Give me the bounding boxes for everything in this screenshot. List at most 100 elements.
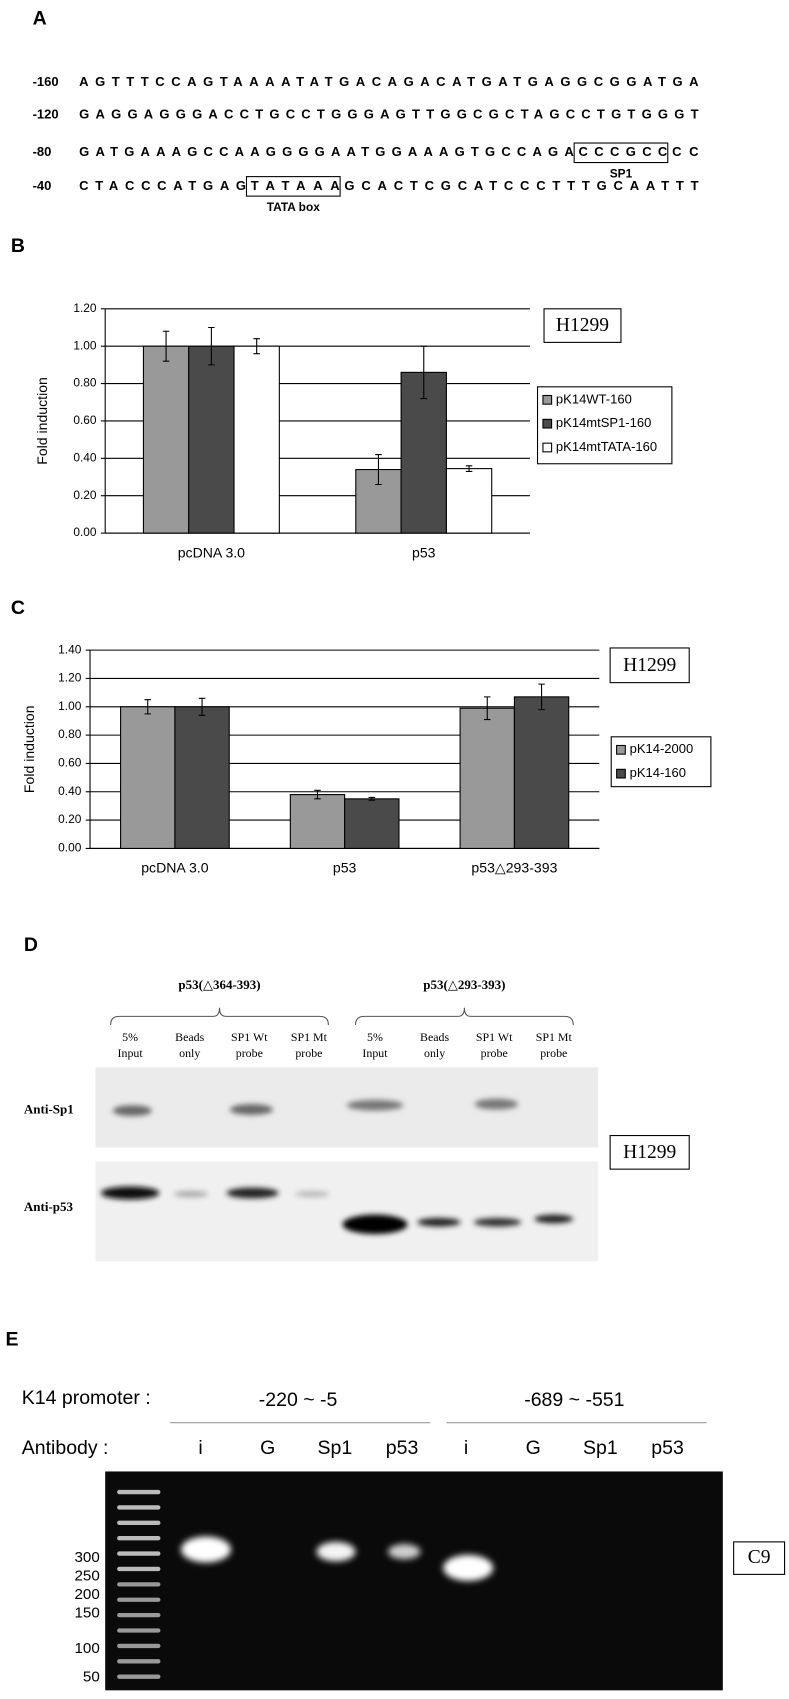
error-bar	[484, 696, 491, 721]
lane-label: i	[464, 1437, 468, 1459]
bar	[289, 794, 346, 849]
bar	[400, 371, 447, 534]
band	[173, 1190, 209, 1198]
error-bar	[375, 454, 382, 486]
region-label: -220 ~ -5	[259, 1389, 338, 1411]
error-bar	[368, 796, 376, 801]
error-bar	[253, 338, 260, 355]
x-tick-label: p53	[412, 544, 436, 560]
motif-label: SP1	[610, 167, 633, 181]
legend-swatch	[542, 394, 553, 405]
ladder-band	[117, 1536, 161, 1541]
bar	[188, 345, 235, 534]
ladder-band	[117, 1566, 161, 1572]
lane-label: SP1 Mt	[291, 1030, 328, 1044]
sequence-text: GCACTCGCATCCCTTTGCAATTT	[344, 178, 698, 193]
annotation-box	[733, 1541, 786, 1575]
motif-label: TATA box	[267, 200, 321, 214]
y-tick-label: 0.80	[58, 727, 82, 741]
lane-label: Sp1	[583, 1437, 618, 1459]
legend-label: pK14-160	[630, 765, 686, 780]
lane-label: G	[260, 1437, 275, 1459]
band	[294, 1190, 330, 1198]
ladder-band	[117, 1674, 161, 1679]
bar	[120, 706, 176, 849]
blot-bands	[100, 1098, 574, 1235]
region-label: -689 ~ -551	[524, 1389, 624, 1411]
ladder-label: 100	[74, 1640, 99, 1657]
lane-label: Input	[362, 1046, 388, 1060]
y-tick-label: 1.20	[73, 301, 97, 315]
legend-label: pK14mtTATA-160	[556, 439, 657, 454]
error-bar	[144, 699, 151, 715]
panel-label: D	[24, 934, 38, 956]
y-tick-label: 0.40	[73, 450, 97, 464]
lane-label: SP1 Wt	[476, 1030, 513, 1044]
error-bar	[198, 697, 206, 716]
group-label: p53(△293-393)	[423, 977, 505, 992]
error-bar	[208, 326, 215, 366]
y-tick-label: 0.20	[73, 488, 97, 502]
brace	[354, 1007, 574, 1026]
ladder-band	[117, 1520, 161, 1525]
y-tick-label: 1.20	[58, 671, 82, 685]
motif-box	[245, 176, 341, 197]
legend-box	[536, 386, 673, 465]
brace	[110, 1007, 329, 1026]
lane-label: probe	[540, 1046, 567, 1060]
bar	[142, 345, 190, 534]
band	[100, 1186, 160, 1200]
lane-label: Beads	[420, 1030, 449, 1044]
annotation: H1299	[623, 655, 676, 676]
legend-swatch	[542, 418, 553, 429]
x-tick-label: p53△293-393	[471, 860, 557, 876]
annotation: H1299	[623, 1142, 676, 1163]
sequence-position: -160	[33, 74, 59, 89]
bar	[233, 345, 280, 534]
row-label: Antibody :	[22, 1437, 109, 1459]
annotation-box	[609, 1135, 690, 1170]
y-tick-label: 0.60	[58, 756, 82, 770]
error-bar	[162, 330, 170, 362]
lane-label: Input	[118, 1046, 144, 1060]
sequence-position: -80	[33, 144, 52, 159]
motif-box	[573, 142, 669, 164]
bar	[459, 707, 515, 849]
ladder-label: 300	[74, 1549, 99, 1566]
band	[387, 1544, 421, 1560]
band	[474, 1098, 519, 1110]
legend-label: pK14mtSP1-160	[556, 415, 651, 430]
sequence-text: GATGAAAGCCAAGGGGAATGGAAAGTGCCAGA	[79, 144, 574, 159]
error-bar	[420, 345, 428, 400]
lane-label: p53	[651, 1437, 684, 1459]
panel-label: C	[11, 597, 25, 619]
ladder-label: 200	[74, 1586, 99, 1603]
sequence-text: TATAAA	[251, 178, 340, 193]
ladder-label: 150	[74, 1604, 99, 1621]
legend-swatch	[616, 768, 626, 779]
lane-label: SP1 Wt	[231, 1030, 268, 1044]
y-axis-label: Fold induction	[34, 377, 50, 465]
ladder-band	[117, 1612, 161, 1618]
legend-box	[610, 736, 712, 788]
lane-label: i	[198, 1437, 202, 1459]
x-tick-label: p53	[333, 860, 357, 876]
error-bar	[465, 465, 473, 472]
band	[181, 1536, 231, 1563]
group-label: p53(△364-393)	[178, 977, 260, 992]
legend-swatch	[616, 744, 626, 755]
sequence-text: GAGGAGGGACCTGCCTGGGAGTTGGCGCTAGCCTGTGGGT	[79, 106, 698, 121]
annotation-box	[543, 308, 622, 343]
blot-background	[95, 1161, 599, 1262]
band	[112, 1105, 152, 1117]
band	[443, 1554, 494, 1581]
annotation: C9	[748, 1547, 771, 1568]
sequence-position: -40	[33, 178, 52, 193]
bar	[513, 696, 570, 849]
lane-label: probe	[236, 1046, 263, 1060]
panel-label: A	[33, 8, 47, 30]
bar	[174, 706, 230, 849]
ladder-label: 250	[74, 1568, 99, 1585]
